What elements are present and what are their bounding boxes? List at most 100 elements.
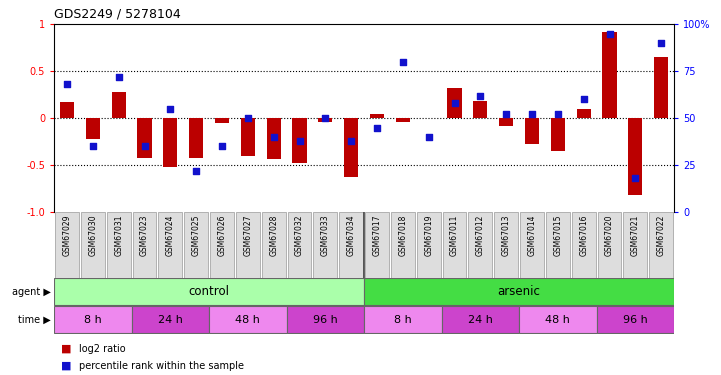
Bar <box>293 118 306 163</box>
Point <box>397 59 409 65</box>
Bar <box>163 118 177 167</box>
Bar <box>189 118 203 158</box>
Text: GSM67026: GSM67026 <box>218 214 226 256</box>
Text: 8 h: 8 h <box>394 315 412 325</box>
Point <box>371 124 383 130</box>
Bar <box>628 118 642 195</box>
Text: 8 h: 8 h <box>84 315 102 325</box>
Text: percentile rank within the sample: percentile rank within the sample <box>79 361 244 370</box>
Bar <box>107 212 131 278</box>
Bar <box>396 118 410 122</box>
Bar <box>603 32 616 118</box>
Text: arsenic: arsenic <box>497 285 541 298</box>
Bar <box>241 118 255 156</box>
Bar <box>572 212 596 278</box>
Bar <box>650 212 673 278</box>
Point <box>293 138 305 144</box>
Text: GSM67027: GSM67027 <box>244 214 252 256</box>
Point <box>603 31 615 37</box>
Point <box>578 96 590 102</box>
Text: GSM67014: GSM67014 <box>528 214 536 256</box>
Text: GSM67021: GSM67021 <box>631 214 640 256</box>
Text: GSM67023: GSM67023 <box>140 214 149 256</box>
Bar <box>448 88 461 118</box>
Point <box>113 74 125 80</box>
Text: GSM67022: GSM67022 <box>657 214 665 256</box>
Bar <box>370 114 384 118</box>
Bar <box>133 212 156 278</box>
Point <box>61 81 73 87</box>
Bar <box>60 102 74 118</box>
Bar <box>215 118 229 123</box>
Point <box>268 134 280 140</box>
Text: control: control <box>189 285 229 298</box>
Text: GSM67016: GSM67016 <box>579 214 588 256</box>
Bar <box>81 212 105 278</box>
Point <box>526 111 538 117</box>
Bar <box>365 212 389 278</box>
Bar <box>340 212 363 278</box>
Point <box>448 100 460 106</box>
Bar <box>55 212 79 278</box>
Point <box>319 115 331 121</box>
Bar <box>469 212 492 278</box>
Bar <box>286 306 364 333</box>
Bar <box>288 212 311 278</box>
Bar <box>86 118 100 139</box>
Point <box>242 115 254 121</box>
Text: agent ▶: agent ▶ <box>12 286 50 297</box>
Bar <box>314 212 337 278</box>
Bar <box>441 306 519 333</box>
Text: log2 ratio: log2 ratio <box>79 344 126 354</box>
Point <box>164 106 176 112</box>
Text: GSM67020: GSM67020 <box>605 214 614 256</box>
Point <box>190 168 202 174</box>
Text: GSM67018: GSM67018 <box>399 214 407 256</box>
Text: GSM67028: GSM67028 <box>269 214 278 256</box>
Bar <box>596 306 674 333</box>
Point <box>138 143 150 149</box>
Bar <box>159 212 182 278</box>
Bar <box>391 212 415 278</box>
Text: 96 h: 96 h <box>313 315 337 325</box>
Text: GDS2249 / 5278104: GDS2249 / 5278104 <box>54 8 181 21</box>
Bar <box>138 118 151 158</box>
Bar <box>112 92 125 118</box>
Bar <box>443 212 466 278</box>
Text: 24 h: 24 h <box>158 315 183 325</box>
Text: GSM67013: GSM67013 <box>502 214 510 256</box>
Bar <box>499 118 513 126</box>
Bar <box>520 212 544 278</box>
Point <box>345 138 357 144</box>
Text: GSM67012: GSM67012 <box>476 214 485 256</box>
Bar <box>551 118 565 151</box>
Text: 24 h: 24 h <box>468 315 493 325</box>
Bar <box>236 212 260 278</box>
Text: GSM67015: GSM67015 <box>554 214 562 256</box>
Bar <box>654 57 668 118</box>
Bar <box>546 212 570 278</box>
Bar <box>131 306 209 333</box>
Bar <box>598 212 622 278</box>
Text: ■: ■ <box>61 361 72 370</box>
Text: ■: ■ <box>61 344 72 354</box>
Bar <box>577 109 590 118</box>
Bar <box>364 306 441 333</box>
Text: GSM67031: GSM67031 <box>114 214 123 256</box>
Bar <box>344 118 358 177</box>
Text: 48 h: 48 h <box>545 315 570 325</box>
Bar <box>185 212 208 278</box>
Bar <box>473 101 487 118</box>
Bar <box>210 212 234 278</box>
Point <box>655 40 667 46</box>
Point <box>552 111 564 117</box>
Bar <box>495 212 518 278</box>
Text: GSM67030: GSM67030 <box>89 214 97 256</box>
Bar <box>417 212 441 278</box>
Point <box>87 143 99 149</box>
Text: GSM67032: GSM67032 <box>295 214 304 256</box>
Bar <box>262 212 286 278</box>
Bar <box>54 278 364 305</box>
Point <box>216 143 228 149</box>
Bar <box>519 306 596 333</box>
